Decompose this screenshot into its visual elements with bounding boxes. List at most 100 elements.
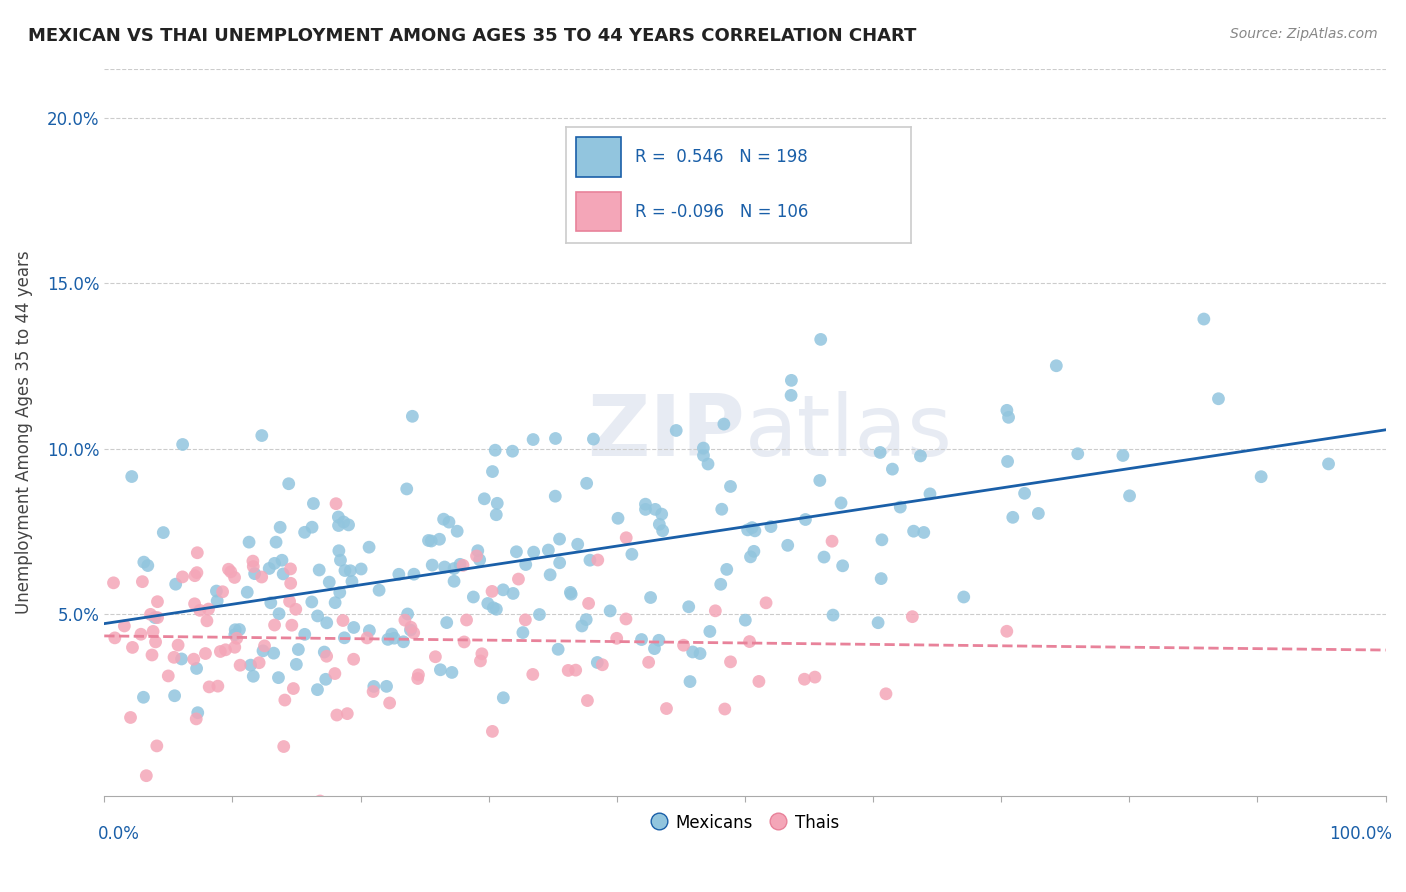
Point	[381, 627, 404, 641]
Point	[152, 525, 174, 540]
Point	[328, 510, 350, 524]
Point	[197, 602, 219, 616]
Point	[481, 724, 503, 739]
Point	[997, 410, 1019, 425]
Point	[418, 533, 440, 548]
Point	[183, 597, 205, 611]
Point	[343, 620, 366, 634]
Point	[280, 562, 302, 576]
Point	[172, 570, 194, 584]
Point	[336, 706, 359, 721]
Point	[263, 646, 285, 660]
Point	[576, 693, 599, 707]
Point	[253, 639, 276, 653]
Point	[889, 500, 911, 514]
Point	[560, 587, 582, 601]
Point	[575, 476, 598, 491]
Point	[157, 669, 180, 683]
Point	[467, 543, 489, 558]
Point	[121, 469, 143, 483]
Point	[392, 634, 415, 648]
Point	[136, 558, 159, 573]
Point	[1001, 510, 1024, 524]
Point	[132, 690, 155, 705]
Point	[607, 511, 630, 525]
Point	[388, 567, 411, 582]
Point	[912, 525, 935, 540]
Point	[307, 609, 329, 624]
Point	[738, 634, 761, 648]
Point	[359, 624, 381, 638]
Point	[748, 674, 770, 689]
Point	[186, 712, 208, 726]
Point	[808, 474, 831, 488]
Point	[810, 333, 832, 347]
Point	[512, 625, 534, 640]
Point	[120, 710, 142, 724]
Point	[821, 534, 844, 549]
Point	[630, 632, 652, 647]
Point	[184, 568, 207, 582]
Point	[406, 672, 429, 686]
Text: Source: ZipAtlas.com: Source: ZipAtlas.com	[1230, 27, 1378, 41]
Point	[522, 433, 544, 447]
Point	[830, 496, 852, 510]
Point	[332, 515, 354, 529]
Point	[492, 690, 515, 705]
Point	[492, 582, 515, 597]
Point	[699, 624, 721, 639]
Point	[449, 558, 471, 572]
Point	[186, 546, 208, 560]
Point	[143, 610, 166, 624]
Point	[995, 624, 1018, 639]
Point	[302, 497, 325, 511]
Point	[195, 614, 218, 628]
Point	[637, 655, 659, 669]
Point	[755, 596, 778, 610]
Point	[470, 654, 492, 668]
Point	[440, 665, 463, 680]
Point	[401, 409, 423, 424]
Point	[586, 656, 609, 670]
Point	[323, 596, 346, 610]
Point	[918, 487, 941, 501]
Point	[710, 502, 733, 516]
Point	[575, 613, 598, 627]
Text: ZIP: ZIP	[588, 391, 745, 474]
Point	[472, 491, 495, 506]
Point	[325, 497, 347, 511]
Point	[315, 649, 337, 664]
Point	[242, 554, 264, 568]
Point	[228, 623, 250, 637]
Point	[267, 607, 290, 621]
Point	[263, 557, 285, 571]
Point	[780, 388, 803, 402]
Point	[582, 432, 605, 446]
Point	[793, 672, 815, 686]
Point	[284, 602, 307, 616]
Point	[579, 553, 602, 567]
Point	[485, 508, 508, 522]
Point	[408, 668, 430, 682]
Point	[780, 373, 803, 387]
Point	[281, 618, 304, 632]
Point	[537, 543, 560, 558]
Point	[186, 566, 208, 580]
Point	[481, 584, 503, 599]
Point	[697, 457, 720, 471]
Point	[538, 567, 561, 582]
Point	[548, 532, 571, 546]
Point	[522, 667, 544, 681]
Point	[547, 642, 569, 657]
Point	[359, 540, 381, 554]
Text: MEXICAN VS THAI UNEMPLOYMENT AMONG AGES 35 TO 44 YEARS CORRELATION CHART: MEXICAN VS THAI UNEMPLOYMENT AMONG AGES …	[28, 27, 917, 45]
Point	[214, 642, 236, 657]
Point	[285, 657, 308, 672]
Point	[112, 619, 135, 633]
Point	[132, 555, 155, 569]
Point	[274, 693, 297, 707]
Point	[502, 586, 524, 600]
Point	[548, 556, 571, 570]
Point	[453, 635, 475, 649]
Point	[651, 507, 673, 521]
